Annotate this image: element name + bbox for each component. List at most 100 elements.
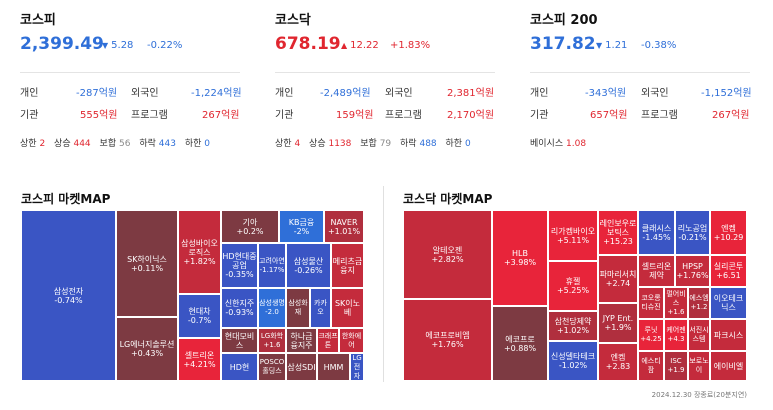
stock-name: 루닛 <box>644 326 658 334</box>
treemap-cell[interactable]: 기아 +0.2% <box>221 210 279 243</box>
stock-change: -0.7% <box>187 316 212 325</box>
treemap-cell[interactable]: 삼성전자 -0.74% <box>21 210 116 381</box>
treemap-cell[interactable]: 파크시스 <box>710 319 747 351</box>
treemap-cell[interactable]: JYP Ent. +1.9% <box>598 303 638 343</box>
treemap-cell[interactable]: 신한지주 -0.93% <box>221 288 258 328</box>
mover-label: 상한 <box>275 139 292 149</box>
treemap-cell[interactable]: 리노공업 -0.21% <box>675 210 710 255</box>
stock-name: SK이노베 <box>334 299 361 317</box>
stock-name: HD현 <box>229 362 250 372</box>
treemap-cell[interactable]: 케어젠 +4.3 <box>664 319 688 351</box>
section-divider <box>383 186 384 382</box>
treemap-cell[interactable]: 삼성바이오로직스 +1.82% <box>178 210 221 294</box>
treemap-cell[interactable]: LG전자 <box>350 353 364 381</box>
treemap-cell[interactable]: NAVER +1.01% <box>324 210 364 243</box>
treemap-cell[interactable]: SK이노베 <box>331 288 364 328</box>
kosdaq-treemap: 알테오젠 +2.82% 에코프로비엠 +1.76% HLB +3.98% 에코프로 +0.88… <box>403 210 747 381</box>
treemap-cell[interactable]: HD현 <box>221 353 258 381</box>
treemap-cell[interactable]: 삼성SDI <box>286 353 317 381</box>
treemap-cell[interactable]: 루닛 +4.25 <box>638 319 664 351</box>
treemap-cell[interactable]: 엔켐 +2.83 <box>598 343 638 381</box>
treemap-cell[interactable]: 실리콘투 +6.51 <box>710 255 747 287</box>
treemap-cell[interactable]: 클래시스 -1.45% <box>638 210 675 255</box>
stock-name: 알테오젠 <box>432 245 463 255</box>
treemap-cell[interactable]: KB금융 -2% <box>279 210 324 243</box>
stock-change: +2.83 <box>605 362 631 371</box>
treemap-cell[interactable]: LG화학 +1.6 <box>258 328 286 353</box>
stock-change: +10.29 <box>713 232 744 242</box>
treemap-cell[interactable]: ISC +1.9 <box>664 351 688 381</box>
stock-name: 카카오 <box>314 299 327 316</box>
treemap-cell[interactable]: HPSP +1.76% <box>675 255 710 287</box>
stock-name: 삼성바이오로직스 <box>181 238 218 257</box>
stock-name: 메리츠금융지 <box>332 256 363 275</box>
mover-label: 하락 <box>139 139 156 149</box>
kospi-map-title[interactable]: 코스피 마켓MAP <box>21 192 111 206</box>
treemap-cell[interactable]: 레인보우로보틱스 +15.23 <box>598 210 638 255</box>
treemap-cell[interactable]: 펄어비스 +1.6 <box>664 287 688 319</box>
basis-value: 1.08 <box>566 139 587 149</box>
treemap-cell[interactable]: 셀트리온 +4.21% <box>178 338 221 381</box>
treemap-cell[interactable]: 삼성생명 -2.0 <box>258 288 286 328</box>
treemap-cell[interactable]: 현대모비스 <box>221 328 258 353</box>
investor-row: 기관 159억원 프로그램 2,170억원 <box>275 106 495 121</box>
index-title[interactable]: 코스닥 <box>275 13 311 28</box>
treemap-cell[interactable]: 고려아연 -1.17% <box>258 243 286 288</box>
stock-name: 현대차 <box>188 307 211 316</box>
stock-change: -0.93% <box>225 308 254 317</box>
stock-name: 삼성생명 <box>259 299 285 307</box>
mover-count: 0 <box>464 139 471 149</box>
treemap-cell[interactable]: 신성델타테크 -1.02% <box>548 341 598 381</box>
divider <box>530 72 750 73</box>
investor-label: 프로그램 <box>641 110 678 121</box>
treemap-cell[interactable]: SK하이닉스 +0.11% <box>116 210 178 317</box>
treemap-cell[interactable]: 한화에어 <box>339 328 364 353</box>
treemap-cell[interactable]: 에코프로 +0.88% <box>492 306 548 381</box>
treemap-cell[interactable]: 메리츠금융지 <box>331 243 364 288</box>
treemap-cell[interactable]: 알테오젠 +2.82% <box>403 210 492 299</box>
treemap-cell[interactable]: 셀트리온제약 <box>638 255 675 287</box>
investor-value: 2,381억원 <box>447 88 495 99</box>
down-triangle-icon: ▼ <box>596 41 603 50</box>
treemap-cell[interactable]: 에이비엘 <box>710 351 747 381</box>
treemap-cell[interactable]: 삼천당제약 +1.02% <box>548 311 598 341</box>
treemap-cell[interactable]: 보로노이 <box>688 351 710 381</box>
treemap-cell[interactable]: 서진시스템 <box>688 319 710 351</box>
index-title[interactable]: 코스피 <box>20 13 56 28</box>
investor-value: -1,224억원 <box>191 88 242 99</box>
treemap-cell[interactable]: 엔켐 +10.29 <box>710 210 747 255</box>
treemap-cell[interactable]: HD현대중공업 -0.35% <box>221 243 258 288</box>
treemap-cell[interactable]: 삼성화재 <box>286 288 310 328</box>
stock-change: +15.23 <box>603 237 633 246</box>
treemap-cell[interactable]: 삼성물산 -0.26% <box>286 243 331 288</box>
treemap-cell[interactable]: LG에너지솔루션 +0.43% <box>116 317 178 381</box>
treemap-cell[interactable]: 에코프로비엠 +1.76% <box>403 299 492 381</box>
treemap-cell[interactable]: POSCO홀딩스 <box>258 353 286 381</box>
investor-value: 159억원 <box>336 110 374 121</box>
treemap-cell[interactable]: 하나금융지주 <box>286 328 317 353</box>
investor-label: 기관 <box>275 110 294 121</box>
index-title[interactable]: 코스피 200 <box>530 13 598 28</box>
investor-label: 외국인 <box>385 88 413 99</box>
treemap-cell[interactable]: 휴젤 +5.25% <box>548 261 598 311</box>
treemap-cell[interactable]: 이오테크닉스 <box>710 287 747 319</box>
stock-name: 삼성물산 <box>293 256 324 266</box>
stock-change: -1.17% <box>259 265 285 274</box>
stock-name: 코오롱티슈진 <box>641 294 661 311</box>
treemap-cell[interactable]: HLB +3.98% <box>492 210 548 306</box>
stock-change: +0.2% <box>236 226 264 236</box>
treemap-cell[interactable]: 파마리서치 +2.74 <box>598 255 638 303</box>
stock-name: 파크시스 <box>713 330 744 340</box>
treemap-cell[interactable]: 리가켐바이오 +5.11% <box>548 210 598 261</box>
stock-change: -2% <box>293 226 310 236</box>
index-percent: -0.38% <box>641 40 677 51</box>
treemap-cell[interactable]: 카카오 <box>310 288 331 328</box>
treemap-cell[interactable]: HMM <box>317 353 350 381</box>
treemap-cell[interactable]: 에스엠 +1.2 <box>688 287 710 319</box>
treemap-cell[interactable]: 현대차 -0.7% <box>178 294 221 338</box>
treemap-cell[interactable]: 크래프톤 <box>317 328 339 353</box>
treemap-cell[interactable]: 에스티팜 <box>638 351 664 381</box>
mover-label: 상승 <box>309 139 326 149</box>
treemap-cell[interactable]: 코오롱티슈진 <box>638 287 664 319</box>
kosdaq-map-title[interactable]: 코스닥 마켓MAP <box>403 192 493 206</box>
